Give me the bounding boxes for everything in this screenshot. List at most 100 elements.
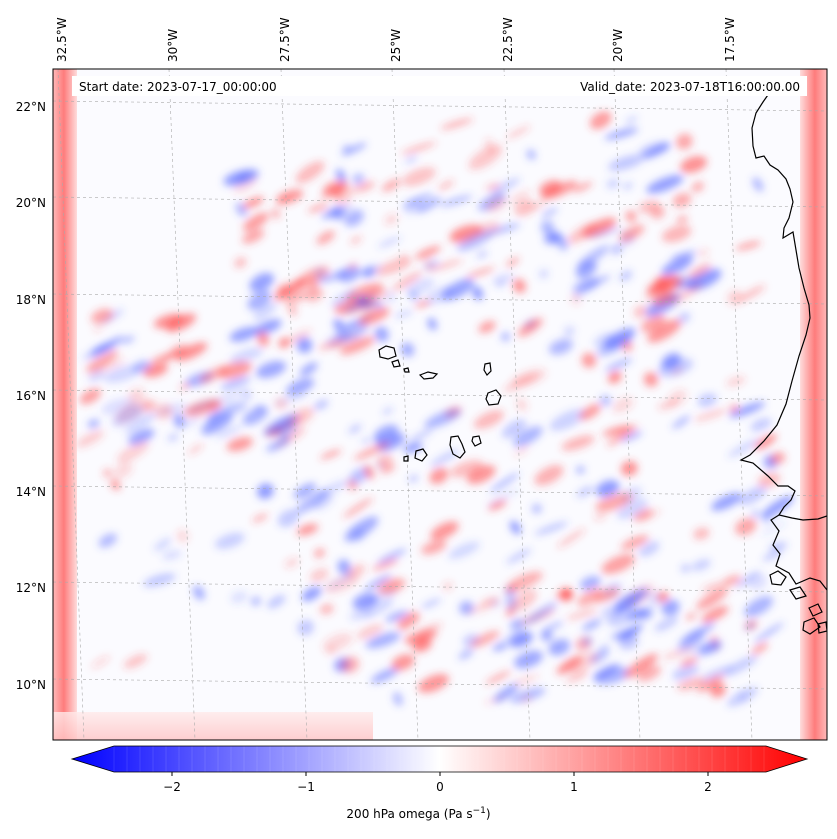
descent-blob	[165, 313, 197, 333]
descent-blob	[602, 425, 633, 436]
ascent-blob	[606, 178, 620, 189]
descent-blob	[668, 389, 687, 406]
ascent-blob	[620, 431, 643, 442]
latitude-labels: 22°N 20°N 18°N 16°N 14°N 12°N 10°N	[16, 100, 46, 692]
ascent-blob	[317, 270, 348, 283]
descent-blob	[363, 288, 389, 303]
descent-blob	[402, 167, 436, 187]
ascent-blob	[593, 332, 615, 348]
ascent-blob	[491, 273, 515, 285]
descent-blob	[371, 558, 399, 571]
colorbar-label-text: 200 hPa omega (Pa s	[346, 807, 473, 821]
ascent-blob	[448, 541, 480, 559]
ascent-blob	[405, 155, 418, 164]
longitude-gridline	[503, 69, 531, 740]
ascent-blob	[691, 559, 711, 571]
descent-blob	[384, 213, 398, 225]
ascent-blob	[619, 270, 633, 282]
ascent-blob	[331, 289, 358, 307]
ascent-blob	[254, 405, 264, 411]
ascent-blob	[382, 407, 393, 416]
descent-blob	[770, 451, 786, 465]
ascent-blob	[544, 621, 564, 632]
lon-label-25w: 25°W	[389, 29, 403, 62]
ascent-blob	[760, 521, 788, 536]
descent-blob	[568, 652, 599, 674]
african-coastline	[739, 91, 827, 521]
ascent-blob	[378, 236, 402, 248]
descent-blob	[154, 403, 173, 420]
ascent-blob	[599, 395, 612, 407]
descent-blob	[79, 388, 101, 405]
descent-blob	[561, 435, 595, 451]
ascent-blob	[459, 601, 474, 615]
colorbar-label: 200 hPa omega (Pa s−1)	[0, 806, 837, 821]
descent-blob	[295, 161, 325, 184]
ascent-blob	[364, 599, 395, 618]
ascent-blob	[349, 609, 373, 620]
island-sao-nicolau	[418, 371, 439, 380]
descent-blob	[669, 283, 703, 305]
descent-blob	[346, 564, 366, 578]
island-brava	[403, 455, 409, 462]
ascent-blob	[490, 177, 521, 195]
ascent-blob	[472, 286, 484, 301]
ascent-blob	[616, 499, 648, 519]
descent-blob	[691, 181, 704, 192]
ascent-blob	[103, 365, 140, 383]
ascent-blob	[128, 428, 155, 445]
ascent-blob	[247, 290, 272, 311]
ascent-blob	[541, 207, 558, 218]
descent-blob	[672, 192, 692, 208]
lat-label-14n: 14°N	[16, 485, 46, 499]
descent-blob	[440, 118, 474, 130]
descent-blob	[466, 267, 495, 278]
ascent-blob	[576, 245, 610, 269]
ascent-blob	[253, 302, 278, 321]
descent-blob	[693, 527, 710, 540]
colorbar-label-close: )	[485, 807, 491, 821]
descent-blob	[346, 283, 384, 303]
descent-blob	[426, 259, 463, 272]
descent-blob	[314, 548, 325, 558]
descent-blob	[353, 442, 390, 461]
valid-date-label: Valid_date: 2023-07-18T16:00:00.00	[580, 80, 800, 94]
descent-blob	[512, 278, 526, 294]
ascent-blob	[277, 509, 299, 527]
ascent-blob	[409, 429, 433, 442]
ascent-blob	[363, 263, 382, 276]
descent-blob	[723, 575, 742, 586]
ascent-blob	[654, 616, 679, 632]
ascent-blob	[88, 369, 105, 383]
descent-blob	[421, 540, 447, 555]
ascent-blob	[563, 326, 575, 337]
colorbar-tick-label-1: 1	[570, 780, 578, 794]
descent-blob	[744, 620, 758, 630]
descent-blob	[381, 179, 401, 192]
descent-blob	[430, 521, 459, 540]
ascent-blob	[220, 376, 251, 390]
descent-blob	[521, 695, 532, 703]
ascent-blob	[638, 541, 660, 557]
descent-blob	[735, 518, 757, 536]
descent-blob	[470, 630, 500, 648]
descent-blob	[593, 588, 620, 603]
ascent-blob	[201, 412, 233, 435]
colorbar-label-exponent: −1	[472, 806, 486, 816]
descent-blob	[486, 196, 507, 213]
ascent-blob	[729, 401, 766, 418]
descent-blob	[509, 190, 531, 204]
map-frame	[52, 68, 828, 741]
descent-blob	[657, 591, 669, 602]
descent-blob	[506, 257, 519, 267]
island-maio	[471, 435, 482, 447]
descent-blob	[539, 180, 562, 196]
descent-blob	[573, 182, 593, 193]
descent-blob	[364, 464, 375, 480]
descent-blob	[85, 350, 119, 373]
descent-blob	[465, 601, 500, 614]
descent-blob	[512, 674, 539, 686]
descent-blob	[347, 262, 358, 270]
descent-blob	[652, 292, 675, 306]
descent-blob	[358, 307, 390, 325]
